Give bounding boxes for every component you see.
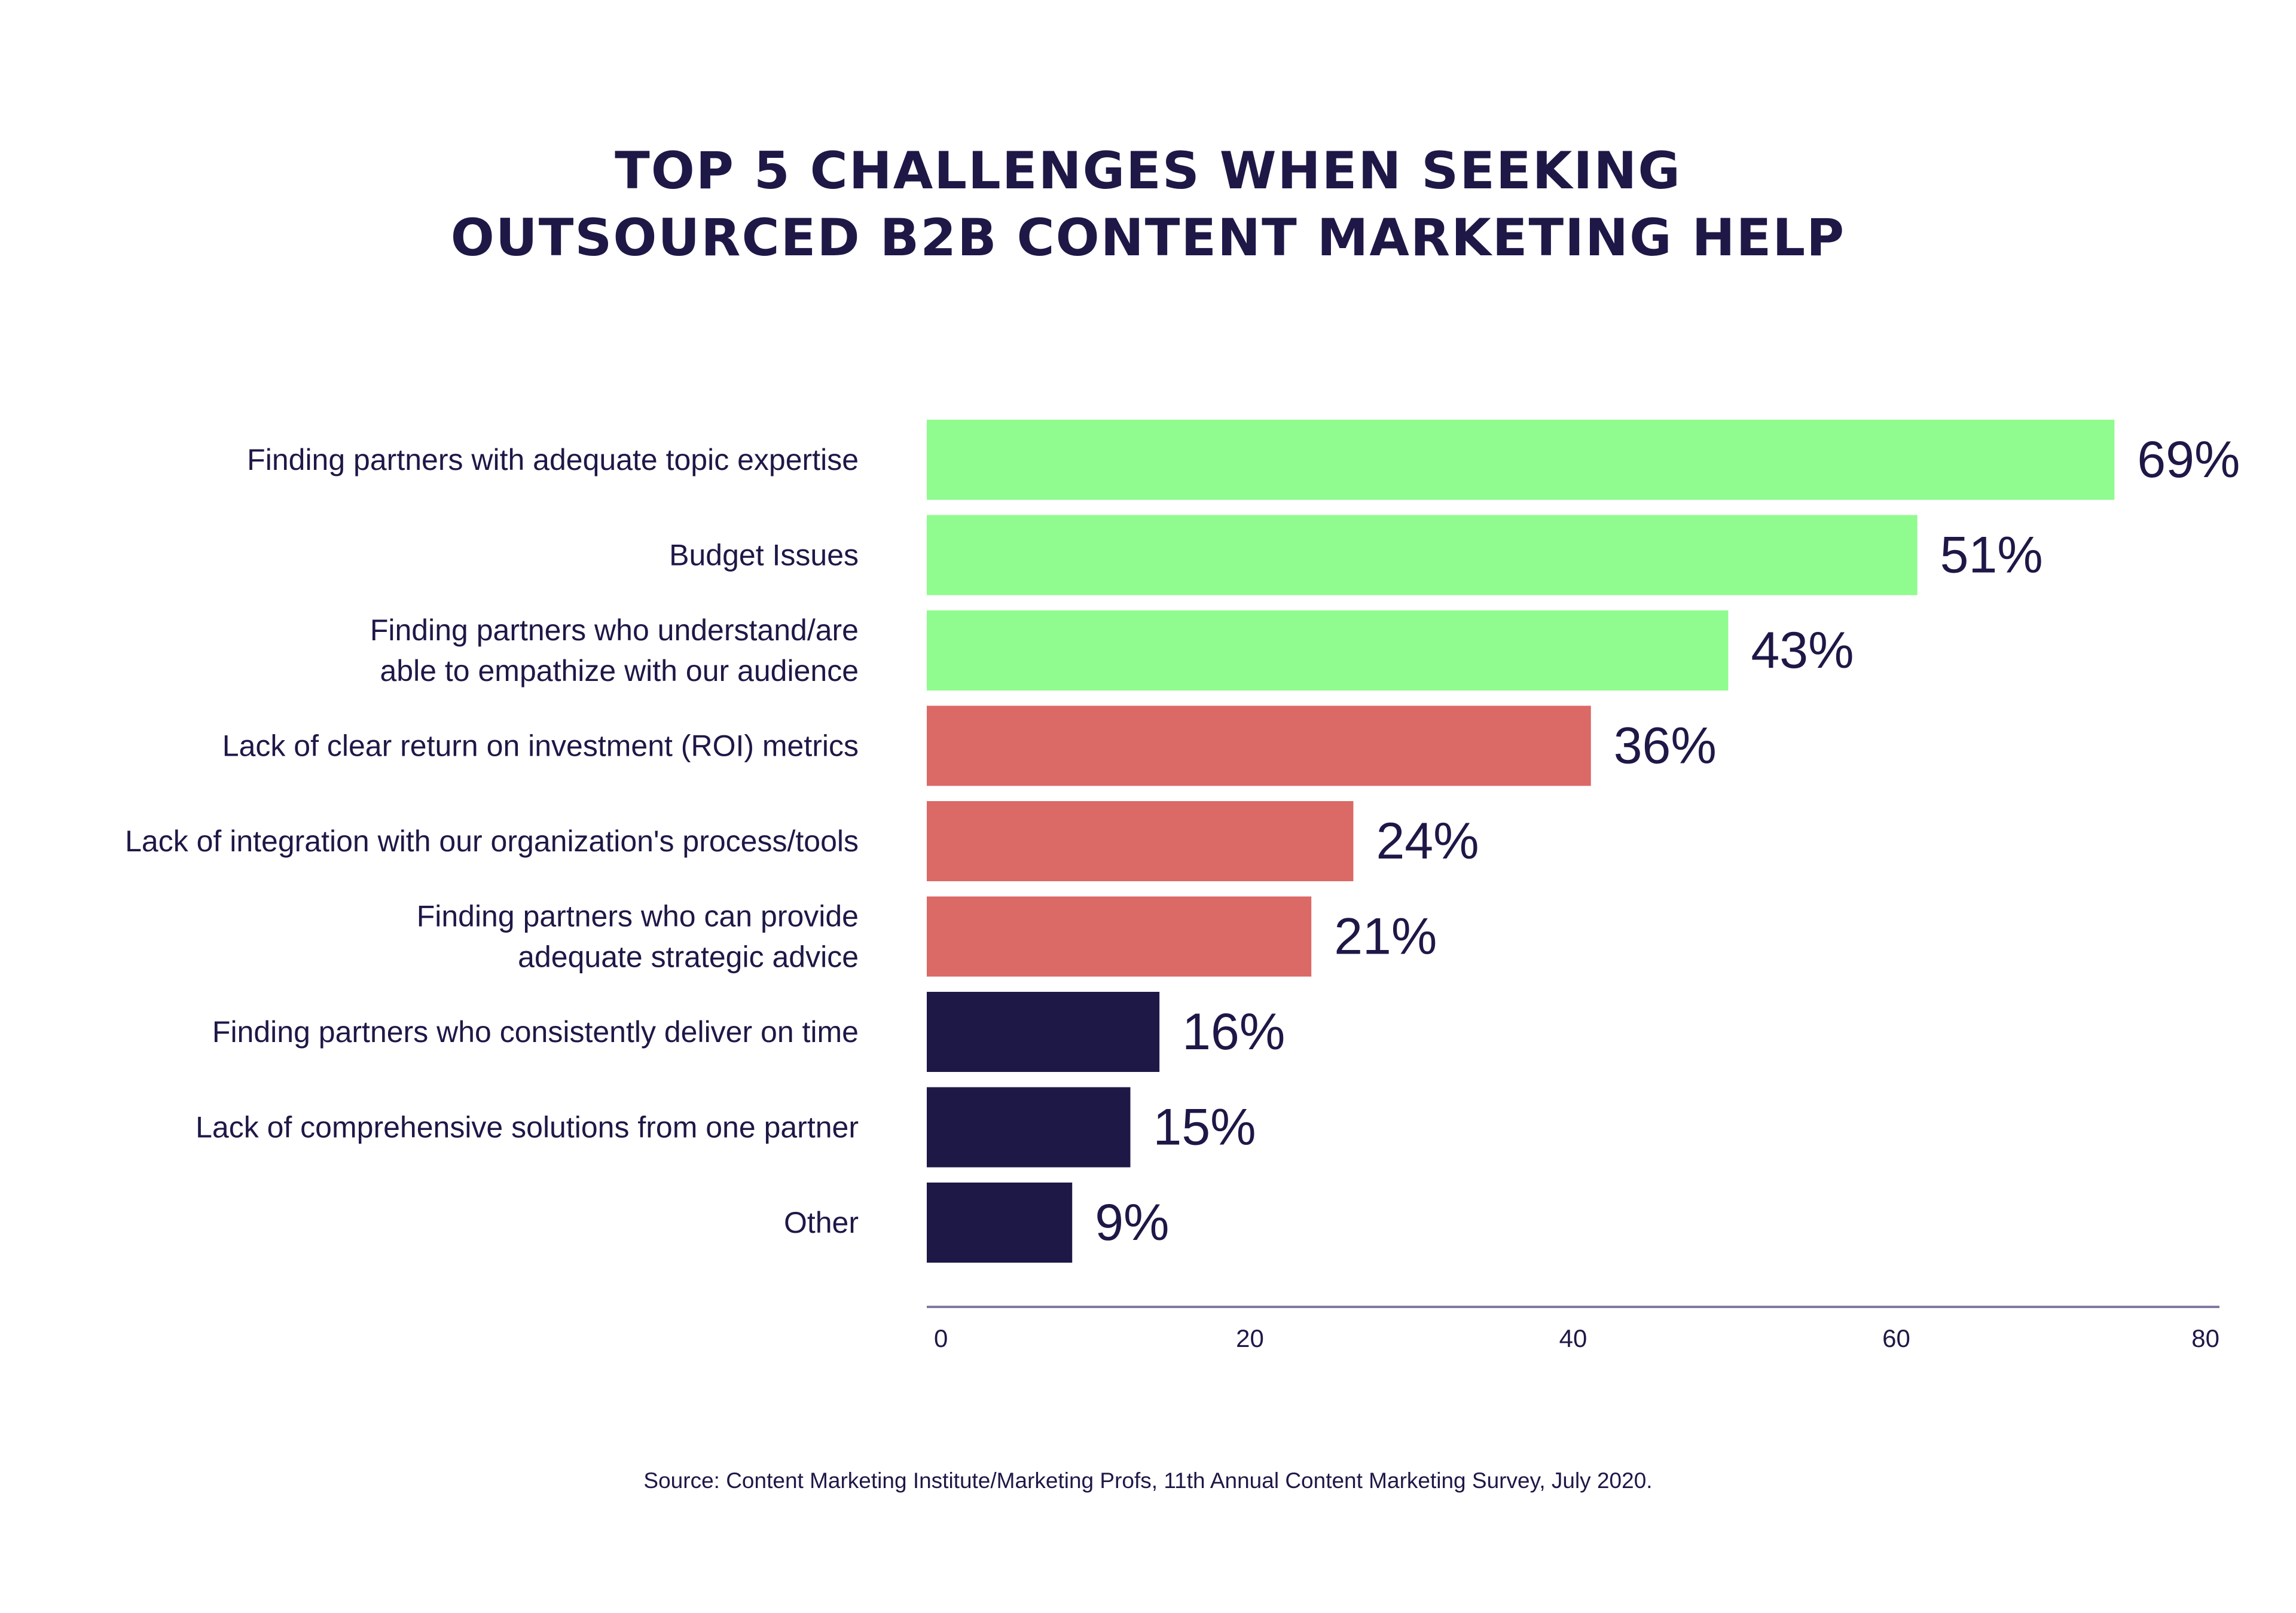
category-label-line: Budget Issues	[669, 539, 859, 572]
category-label-7: Finding partners who consistently delive…	[212, 1015, 859, 1049]
category-label-line: Finding partners who consistently delive…	[212, 1015, 859, 1049]
category-label-2: Budget Issues	[669, 539, 859, 572]
category-label-line: Lack of comprehensive solutions from one…	[196, 1111, 859, 1144]
chart-title: TOP 5 CHALLENGES WHEN SEEKING OUTSOURCED…	[0, 138, 2296, 271]
bar-3	[927, 610, 1729, 691]
bars-layer	[927, 420, 2115, 1263]
value-labels-layer: 69% 51% 43% 36% 24% 21% 16% 15% 9%	[1095, 431, 2240, 1251]
category-label-6: Finding partners who can provide adequate…	[417, 900, 859, 974]
value-label-9: 9%	[1095, 1194, 1169, 1251]
category-label-line: Finding partners who can provide	[417, 900, 859, 933]
x-axis-ticks-layer: 0 20 40 60 80	[934, 1324, 2219, 1352]
value-label-3: 43%	[1751, 622, 1854, 679]
bar-8	[927, 1087, 1131, 1168]
bar-4	[927, 705, 1591, 786]
x-tick-label-40: 40	[1559, 1324, 1587, 1352]
source-note: Source: Content Marketing Institute/Mark…	[643, 1468, 1653, 1493]
category-label-4: Lack of clear return on investment (ROI)…	[222, 729, 859, 763]
chart-title-line-2: OUTSOURCED B2B CONTENT MARKETING HELP	[450, 208, 1846, 268]
value-label-4: 36%	[1614, 717, 1717, 775]
category-label-line: Other	[784, 1206, 859, 1239]
category-label-3: Finding partners who understand/are able …	[370, 613, 859, 688]
category-label-8: Lack of comprehensive solutions from one…	[196, 1111, 859, 1144]
bar-2	[927, 515, 1918, 595]
category-label-line: adequate strategic advice	[518, 940, 859, 974]
category-label-line: Lack of integration with our organizatio…	[125, 824, 859, 858]
category-label-line: Lack of clear return on investment (ROI)…	[222, 729, 859, 763]
x-tick-label-20: 20	[1236, 1324, 1264, 1352]
bar-6	[927, 896, 1312, 977]
category-label-5: Lack of integration with our organizatio…	[125, 824, 859, 858]
value-label-2: 51%	[1940, 527, 2043, 584]
category-label-9: Other	[784, 1206, 859, 1239]
bar-1	[927, 420, 2115, 500]
x-tick-label-0: 0	[934, 1324, 948, 1352]
bar-7	[927, 992, 1160, 1072]
value-label-8: 15%	[1153, 1099, 1256, 1156]
bar-9	[927, 1183, 1073, 1263]
category-label-1: Finding partners with adequate topic exp…	[247, 443, 859, 476]
value-label-7: 16%	[1182, 1003, 1285, 1061]
category-label-line: able to empathize with our audience	[380, 654, 859, 688]
value-label-5: 24%	[1376, 812, 1479, 870]
bar-5	[927, 801, 1354, 881]
value-label-1: 69%	[2137, 431, 2240, 488]
category-labels-layer: Finding partners with adequate topic exp…	[125, 443, 859, 1239]
x-tick-label-80: 80	[2191, 1324, 2219, 1352]
chart-title-line-1: TOP 5 CHALLENGES WHEN SEEKING	[615, 141, 1681, 201]
x-tick-label-60: 60	[1882, 1324, 1910, 1352]
category-label-line: Finding partners who understand/are	[370, 613, 859, 647]
value-label-6: 21%	[1334, 908, 1437, 966]
category-label-line: Finding partners with adequate topic exp…	[247, 443, 859, 476]
